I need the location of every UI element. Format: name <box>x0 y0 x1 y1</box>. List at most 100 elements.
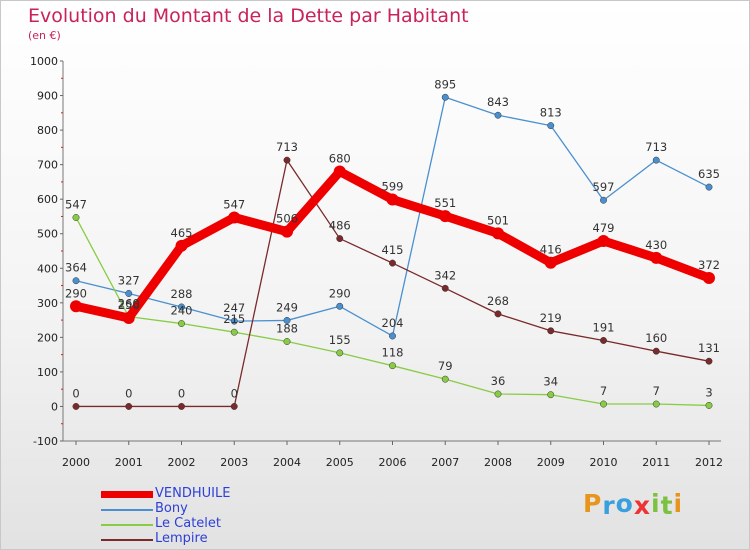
data-label: 635 <box>698 167 720 181</box>
x-tick-label: 2003 <box>220 456 248 469</box>
data-label: 247 <box>223 301 245 315</box>
data-label: 256 <box>118 298 140 312</box>
data-point <box>283 156 291 164</box>
y-tick-label: 700 <box>37 159 58 172</box>
data-label: 713 <box>276 140 298 154</box>
data-label: 7 <box>653 384 660 398</box>
data-point <box>597 234 610 247</box>
y-tick-label: 1000 <box>30 55 58 68</box>
chart-title: Evolution du Montant de la Dette par Hab… <box>28 5 469 27</box>
legend-label: Lempire <box>155 531 208 546</box>
x-tick-label: 2000 <box>62 456 90 469</box>
data-point <box>230 403 238 410</box>
data-point <box>492 227 504 240</box>
logo-letter: x <box>633 491 651 520</box>
data-point <box>70 300 82 313</box>
data-point <box>705 357 713 365</box>
series-le-catelet <box>72 214 713 409</box>
data-point <box>439 210 452 223</box>
series-lempire <box>72 156 713 410</box>
x-tick-label: 2005 <box>326 456 354 469</box>
data-label: 486 <box>329 219 351 233</box>
data-point <box>441 93 449 101</box>
data-label: 547 <box>65 197 87 211</box>
data-label: 188 <box>276 322 298 336</box>
data-point <box>336 235 344 243</box>
data-label: 895 <box>434 77 456 91</box>
data-point <box>705 183 713 191</box>
data-point <box>547 391 555 399</box>
data-label: 843 <box>487 95 509 109</box>
data-label: 430 <box>645 238 667 252</box>
data-point <box>441 284 449 292</box>
y-tick-label: 600 <box>37 193 58 206</box>
data-label: 416 <box>540 243 562 257</box>
data-point <box>600 400 607 408</box>
data-label: 0 <box>72 386 79 400</box>
data-label: 7 <box>600 384 607 398</box>
data-label: 813 <box>540 106 562 120</box>
series-layer <box>70 93 715 410</box>
data-point <box>336 302 344 310</box>
data-point <box>336 349 344 357</box>
x-tick-label: 2007 <box>431 456 459 469</box>
data-point <box>544 256 557 269</box>
x-tick-label: 2010 <box>590 456 618 469</box>
x-tick-label: 2006 <box>379 456 407 469</box>
data-point <box>600 337 607 344</box>
data-label: 0 <box>178 386 185 400</box>
logo-letter: i <box>673 489 684 518</box>
data-point <box>281 225 293 238</box>
logo-letter: r <box>602 491 616 520</box>
data-label: 0 <box>231 386 238 400</box>
data-label: 599 <box>382 180 404 194</box>
data-label: 34 <box>543 375 558 389</box>
data-label: 597 <box>593 180 615 194</box>
legend-label: VENDHUILE <box>155 486 231 501</box>
data-point <box>652 156 660 164</box>
proxiti-logo: Proxiti <box>583 489 684 520</box>
data-label: 219 <box>540 311 562 325</box>
y-tick-label: -100 <box>33 435 58 448</box>
legend-swatch <box>101 491 153 498</box>
data-point <box>72 403 80 410</box>
data-label: 327 <box>118 273 140 287</box>
data-label: 215 <box>223 312 245 326</box>
data-point <box>494 390 502 398</box>
data-point <box>283 338 291 345</box>
data-label: 118 <box>382 346 404 360</box>
logo-letter: t <box>660 491 674 520</box>
data-point <box>283 316 291 324</box>
y-tick-label: 0 <box>51 400 58 413</box>
data-label: 3 <box>705 385 712 399</box>
legend-label: Le Catelet <box>155 516 221 531</box>
legend-swatch <box>101 509 153 511</box>
data-point <box>125 403 133 410</box>
data-label: 191 <box>593 320 615 334</box>
legend-label: Bony <box>155 501 188 516</box>
data-label: 240 <box>171 304 193 318</box>
data-point <box>441 375 449 383</box>
data-label: 79 <box>438 359 453 373</box>
data-label: 155 <box>329 333 351 347</box>
data-point <box>547 327 555 335</box>
data-point <box>389 362 396 370</box>
data-point <box>178 403 185 410</box>
data-label: 506 <box>276 212 298 226</box>
y-tick-label: 200 <box>37 331 58 344</box>
legend-swatch <box>101 524 153 526</box>
data-label: 160 <box>645 331 667 345</box>
data-point <box>650 251 663 264</box>
data-point <box>386 193 399 206</box>
logo-letter: o <box>615 489 634 518</box>
y-tick-label: 300 <box>37 297 58 310</box>
data-point <box>122 312 135 325</box>
data-point <box>494 111 502 119</box>
data-label: 260 <box>118 297 140 311</box>
y-tick-label: 500 <box>37 228 58 241</box>
data-label: 290 <box>329 286 351 300</box>
x-tick-label: 2004 <box>273 456 301 469</box>
data-label: 501 <box>487 213 509 227</box>
